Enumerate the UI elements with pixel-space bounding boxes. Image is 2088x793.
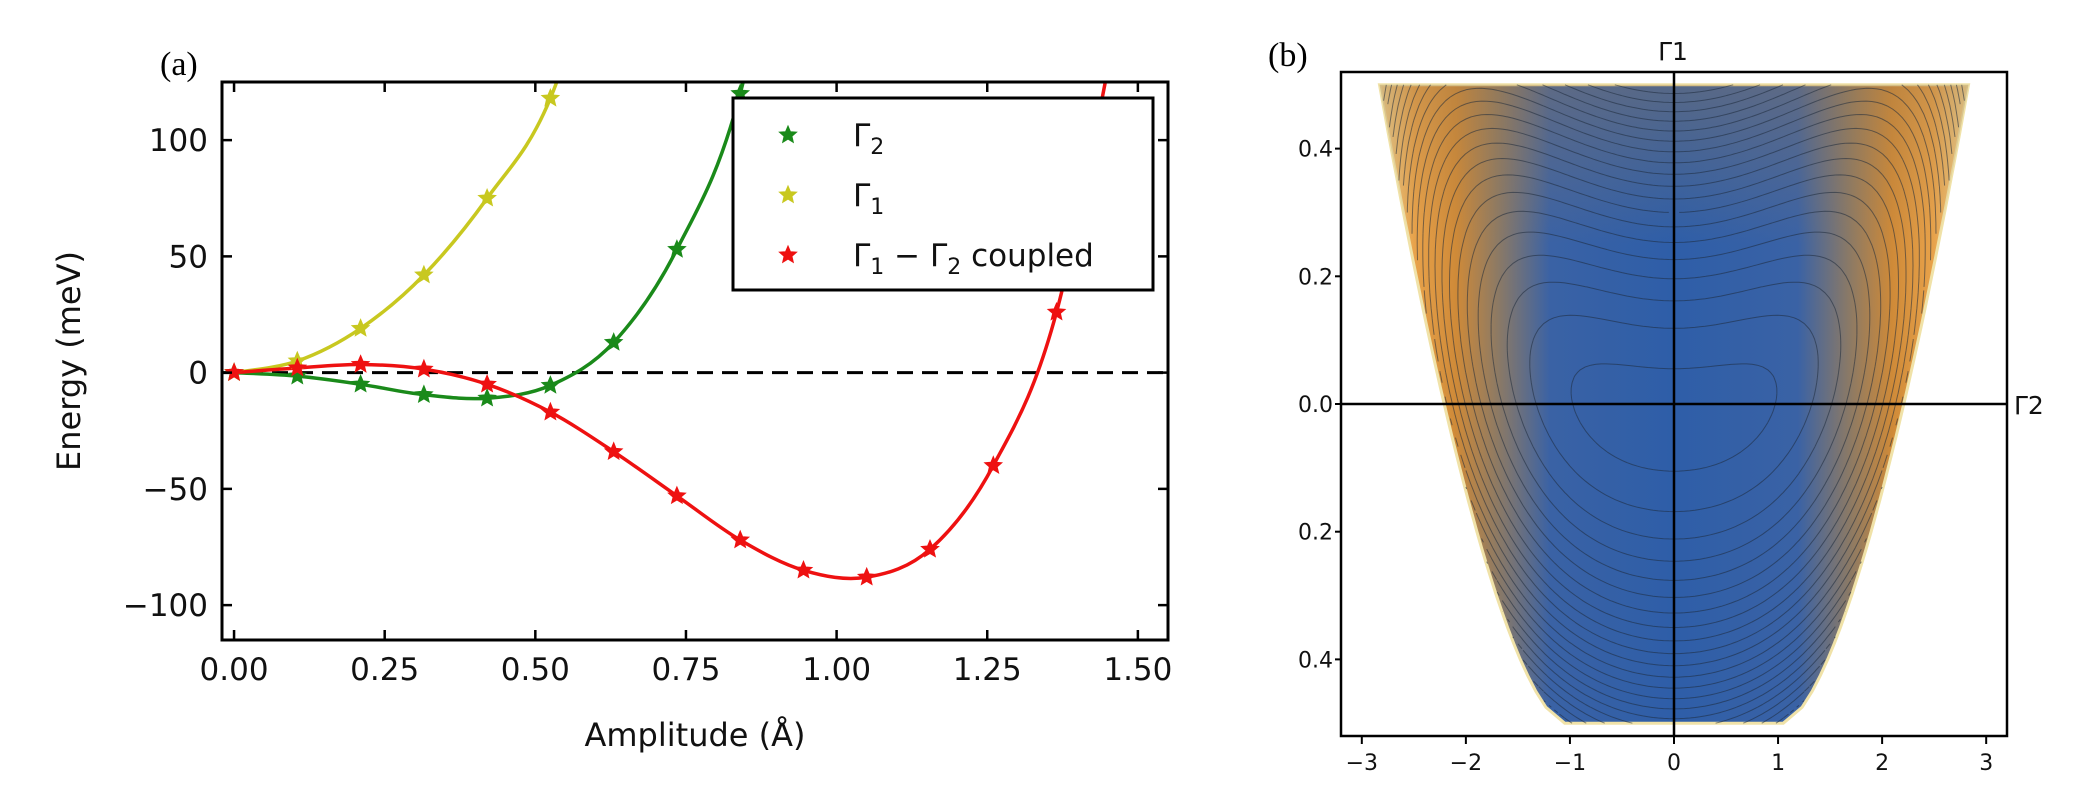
x-tick-label: 0.75 bbox=[651, 652, 720, 688]
data-point bbox=[287, 357, 308, 377]
legend-item: Γ1 bbox=[778, 178, 884, 220]
contour-line bbox=[1383, 84, 1965, 724]
data-point bbox=[793, 559, 814, 579]
y-tick-label: 0.2 bbox=[1298, 521, 1333, 546]
data-point bbox=[540, 401, 561, 421]
y-tick-label: 0 bbox=[188, 356, 208, 392]
legend: Γ2 Γ1 Γ1 − Γ2 coupled bbox=[731, 96, 1155, 292]
x-tick-label: 0 bbox=[1667, 751, 1681, 776]
y-tick-label: 0.2 bbox=[1298, 265, 1333, 290]
y-tick-label: 0.4 bbox=[1298, 648, 1333, 673]
y-tick-label: −50 bbox=[143, 472, 208, 508]
data-point bbox=[414, 384, 434, 404]
data-point bbox=[477, 188, 497, 207]
legend-box bbox=[731, 96, 1155, 292]
gamma2-axis-label: Γ2 bbox=[2014, 391, 2044, 420]
chart-b-plot-area bbox=[1341, 72, 2007, 736]
series-line bbox=[234, 82, 745, 401]
x-tick-label: −1 bbox=[1554, 751, 1586, 776]
data-point bbox=[603, 441, 624, 461]
x-tick-label: 0.50 bbox=[501, 652, 570, 688]
data-point bbox=[287, 365, 308, 385]
chart-b-y-axis: 0.4 0.2 0.0 0.2 0.4 bbox=[1298, 138, 1341, 673]
data-point bbox=[856, 566, 877, 586]
x-tick-label: 2 bbox=[1875, 751, 1889, 776]
x-tick-label: 1.25 bbox=[953, 652, 1022, 688]
gamma1-axis-label: Γ1 bbox=[1658, 37, 1688, 66]
data-point bbox=[1046, 301, 1067, 321]
data-point bbox=[667, 239, 687, 258]
data-point bbox=[477, 374, 497, 393]
y-axis-title: Energy (meV) bbox=[50, 251, 88, 471]
chart-a-x-axis: 0.00 0.25 0.50 0.75 1.00 1.25 1.50 bbox=[200, 82, 1172, 688]
panel-label-a: (a) bbox=[160, 46, 198, 83]
legend-label: Γ1 bbox=[853, 178, 884, 220]
chart-a-frame bbox=[220, 80, 1170, 642]
x-tick-label: −2 bbox=[1450, 751, 1482, 776]
legend-marker bbox=[778, 124, 798, 144]
data-point bbox=[414, 358, 434, 378]
x-tick-label: 1.00 bbox=[802, 652, 871, 688]
chart-a-plot-area bbox=[222, 82, 1168, 586]
y-tick-label: 50 bbox=[169, 239, 208, 275]
data-point bbox=[477, 387, 497, 407]
x-tick-label: 0.25 bbox=[350, 652, 419, 688]
legend-label: Γ2 bbox=[853, 118, 884, 160]
contour-lines bbox=[1383, 84, 1965, 724]
x-tick-label: −3 bbox=[1346, 751, 1378, 776]
data-point bbox=[920, 539, 940, 558]
data-point bbox=[667, 485, 687, 505]
y-tick-label: 0.0 bbox=[1298, 393, 1333, 418]
chart-a-y-axis: 100 50 0 −50 −100 bbox=[123, 123, 1168, 624]
x-tick-label: 1 bbox=[1771, 751, 1785, 776]
x-tick-label: 1.50 bbox=[1103, 652, 1172, 688]
x-tick-label: 3 bbox=[1979, 751, 1993, 776]
chart-b-x-axis: −3 −2 −1 0 1 2 3 bbox=[1346, 736, 1993, 776]
legend-label: Γ1 − Γ2 coupled bbox=[853, 238, 1094, 280]
data-point bbox=[350, 374, 371, 393]
data-point bbox=[414, 264, 434, 284]
y-tick-label: 100 bbox=[149, 123, 208, 159]
data-point bbox=[540, 88, 561, 107]
data-point bbox=[983, 455, 1004, 474]
x-tick-label: 0.00 bbox=[200, 652, 269, 688]
series-line bbox=[233, 82, 559, 375]
y-tick-label: −100 bbox=[123, 588, 208, 624]
data-point bbox=[224, 362, 244, 381]
legend-marker bbox=[778, 244, 798, 264]
data-point bbox=[603, 332, 624, 351]
data-point bbox=[350, 318, 371, 337]
x-axis-title: Amplitude (Å) bbox=[584, 716, 805, 754]
y-tick-label: 0.4 bbox=[1298, 138, 1333, 163]
panel-label-b: (b) bbox=[1268, 37, 1308, 74]
data-point bbox=[350, 354, 371, 373]
data-point bbox=[730, 529, 751, 549]
legend-marker bbox=[778, 184, 798, 204]
legend-item: Γ1 − Γ2 coupled bbox=[778, 238, 1094, 280]
legend-item: Γ2 bbox=[778, 118, 884, 160]
data-point bbox=[540, 375, 561, 394]
